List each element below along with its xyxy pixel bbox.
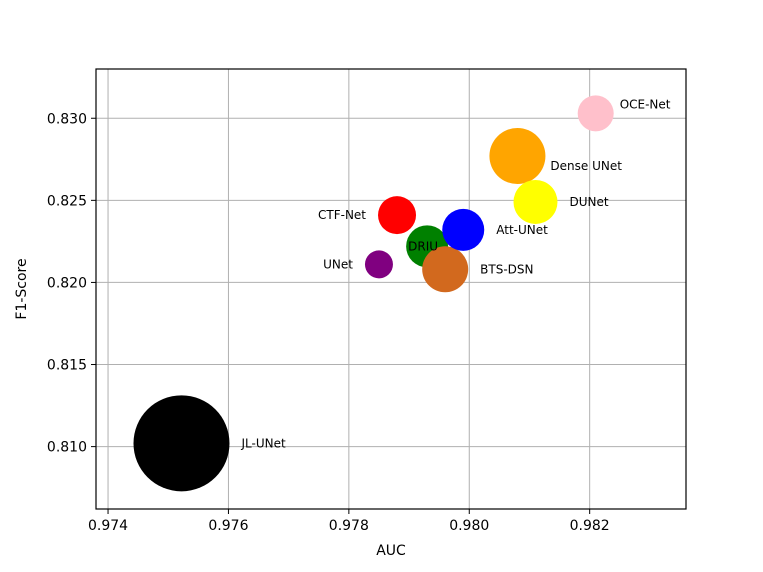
point-label: DRIU [408,239,438,253]
point-label: UNet [323,257,353,271]
y-tick-label: 0.810 [47,440,87,456]
point-label-layer: JL-UNet UNet CTF-Net DRIU BTS-DSN Att-UNet Den… [240,97,670,450]
bubble-jl-unet [133,395,230,492]
point-label: Dense UNet [550,159,622,173]
x-tick-label: 0.976 [208,518,248,534]
bubble-att-unet [442,208,485,251]
y-tick-label: 0.830 [47,111,87,127]
point-label: DUNet [569,195,608,209]
x-tick-label: 0.980 [449,518,489,534]
x-tick-label: 0.974 [88,518,128,534]
bubble-unet [364,250,393,279]
bubble-dunet [513,179,558,224]
point-label: Att-UNet [496,223,548,237]
plot-frame [95,68,687,510]
bubble-bts-dsn [422,246,469,293]
point-label: BTS-DSN [480,262,533,276]
y-axis-label: F1-Score [14,258,30,319]
point-label: JL-UNet [240,436,285,450]
y-tick-label: 0.820 [47,275,87,291]
y-tick-label: 0.825 [47,193,87,209]
point-label: CTF-Net [318,208,366,222]
x-axis-label: AUC [376,543,406,559]
bubble-layer [133,95,614,492]
x-tick-label: 0.982 [570,518,610,534]
bubble-ctf-net [378,196,417,235]
bubble-dense-unet [489,128,546,185]
x-tick-label: 0.978 [329,518,369,534]
tick-layer: 0.974 0.976 0.978 0.980 0.982 0.810 0.815 0.820… [47,111,610,534]
point-label: OCE-Net [620,97,671,111]
y-tick-label: 0.815 [47,358,87,374]
bubble-oce-net [577,95,614,132]
